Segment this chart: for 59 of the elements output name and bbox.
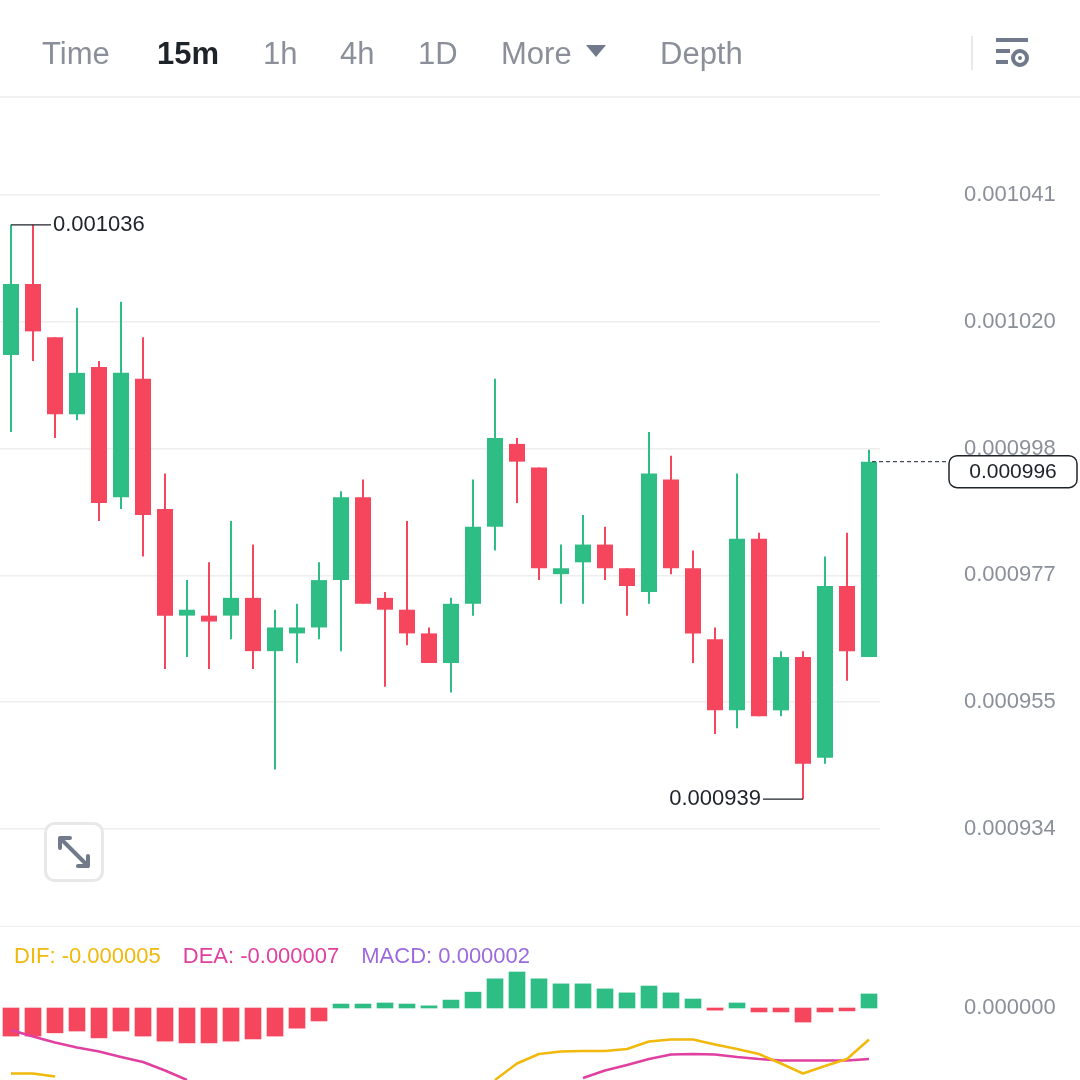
bar <box>640 985 658 1009</box>
bar <box>486 978 504 1009</box>
text: More <box>501 36 572 72</box>
annotation: 0.000939 <box>669 785 761 811</box>
text: 1D <box>418 36 458 72</box>
candlestick <box>619 567 635 617</box>
candlestick <box>399 519 415 647</box>
text: Depth <box>660 36 743 72</box>
bar <box>266 1007 284 1037</box>
bar <box>552 983 570 1009</box>
candlestick <box>289 602 305 664</box>
y-tick-label: 0.000977 <box>964 561 1056 587</box>
text: DEA: -0.000007 <box>182 943 340 968</box>
candlestick <box>223 519 239 641</box>
bar <box>860 993 878 1009</box>
y-tick-label: 0.000934 <box>964 814 1056 840</box>
text: 4h <box>340 36 375 72</box>
y-tick-label: 0.001020 <box>964 307 1056 333</box>
candlestick <box>201 561 217 670</box>
bar <box>156 1007 174 1042</box>
bar <box>24 1007 42 1037</box>
y-tick-label: 0.000998 <box>964 434 1056 460</box>
text: 1h <box>263 36 298 72</box>
bar <box>508 971 526 1009</box>
bar <box>90 1007 108 1039</box>
candlestick <box>597 525 613 582</box>
annotation: 0.001036 <box>53 210 145 236</box>
bar <box>288 1007 306 1029</box>
bar <box>596 988 614 1009</box>
bar <box>112 1007 130 1032</box>
bar <box>68 1007 86 1032</box>
bar <box>530 978 548 1009</box>
bar <box>134 1007 152 1037</box>
bar <box>200 1007 218 1044</box>
bar <box>244 1007 262 1040</box>
text: Time <box>42 36 110 72</box>
ref-line-label: 0.000996 <box>969 459 1057 483</box>
y-tick-label: 0.001041 <box>964 181 1056 207</box>
text: 15m <box>157 36 220 72</box>
bar <box>442 999 460 1009</box>
bar <box>618 992 636 1009</box>
candlestick <box>179 579 195 659</box>
text: 0.000000 <box>964 994 1056 1020</box>
bar <box>662 992 680 1009</box>
candlestick <box>377 590 393 688</box>
bar <box>46 1007 64 1034</box>
text: DIF: -0.000005 <box>14 943 161 968</box>
bar <box>178 1007 196 1044</box>
candlestick <box>509 436 525 505</box>
bar <box>794 1007 812 1023</box>
series-label: MACD: 0.000002 <box>361 943 531 968</box>
y-tick-label: 0.000955 <box>964 688 1056 714</box>
candlestick <box>553 543 569 605</box>
candlestick <box>267 608 283 771</box>
bar <box>222 1007 240 1042</box>
bar <box>574 983 592 1009</box>
bar <box>464 991 482 1009</box>
candlestick <box>575 513 591 605</box>
bar <box>310 1007 328 1022</box>
